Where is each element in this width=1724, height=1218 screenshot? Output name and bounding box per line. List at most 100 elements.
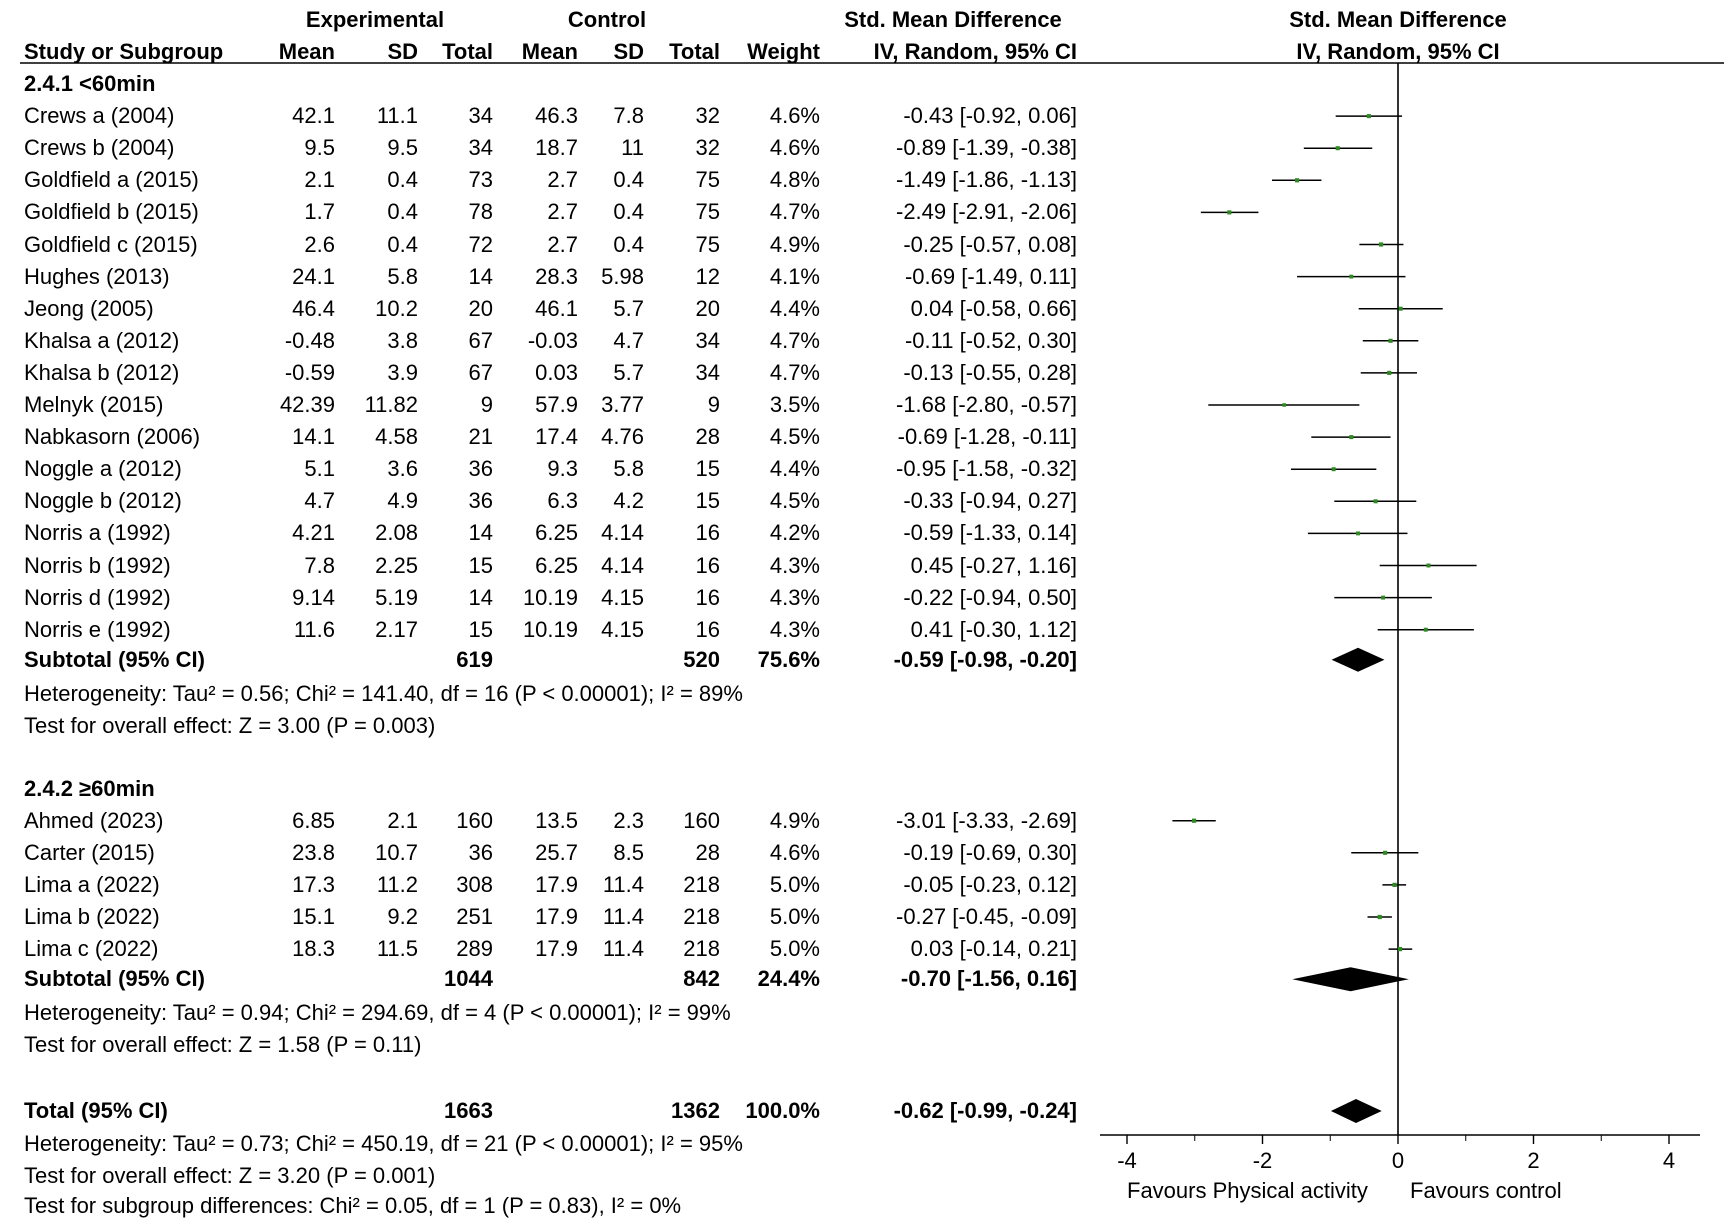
cell-sd_e: 11.2	[376, 871, 418, 897]
cell-total_c: 12	[695, 263, 720, 289]
cell-weight: 4.5%	[769, 424, 820, 450]
cell-ci: -0.25 [-0.57, 0.08]	[903, 231, 1077, 257]
cell-mean_e: 2.1	[304, 167, 335, 193]
cell-mean_c: 28.3	[535, 263, 578, 289]
pooled-diamond	[1330, 1099, 1382, 1123]
cell-ci: -0.11 [-0.52, 0.30]	[904, 327, 1077, 353]
header-study: Study or Subgroup	[24, 39, 224, 64]
cell-total_e: 36	[468, 839, 493, 865]
cell-ci: 0.41 [-0.30, 1.12]	[910, 616, 1077, 642]
study-point	[1373, 499, 1378, 504]
cell-total_e: 15	[468, 616, 493, 642]
cell-ci: -0.95 [-1.58, -0.32]	[896, 456, 1077, 482]
header-experimental: Experimental	[305, 7, 445, 32]
x-tick-label: 2	[1527, 1148, 1539, 1173]
cell-weight: 4.8%	[769, 167, 820, 193]
total-ci: -0.62 [-0.99, -0.24]	[893, 1098, 1077, 1123]
study-name: Goldfield b (2015)	[24, 199, 199, 225]
cell-ci: -1.49 [-1.86, -1.13]	[896, 167, 1077, 193]
cell-mean_c: 17.9	[535, 903, 578, 929]
cell-mean_c: 17.9	[535, 871, 578, 897]
cell-sd_c: 3.77	[601, 392, 644, 417]
study-point	[1191, 818, 1197, 823]
cell-total_e: 72	[468, 231, 493, 257]
cell-total_c: 16	[695, 520, 720, 546]
subgroup-difference-test: Test for subgroup differences: Chi² = 0.…	[24, 1193, 682, 1218]
cell-ci: -3.01 [-3.33, -2.69]	[896, 807, 1077, 833]
cell-sd_c: 5.98	[601, 263, 644, 289]
cell-total_e: 15	[468, 552, 493, 578]
study-name: Nabkasorn (2006)	[24, 424, 201, 450]
study-name: Lima b (2022)	[24, 903, 160, 929]
cell-sd_e: 9.2	[387, 903, 418, 929]
cell-sd_e: 3.6	[387, 456, 418, 482]
cell-weight: 4.7%	[769, 327, 820, 353]
study-point	[1377, 914, 1382, 920]
cell-mean_c: 2.7	[547, 199, 578, 225]
cell-weight: 4.9%	[769, 807, 820, 833]
cell-weight: 4.6%	[769, 839, 820, 865]
cell-ci: -0.19 [-0.69, 0.30]	[903, 839, 1077, 865]
cell-weight: 4.3%	[769, 552, 820, 578]
subtotal-label: Subtotal (95% CI)	[24, 646, 205, 672]
study-point	[1378, 242, 1384, 247]
cell-sd_e: 2.25	[375, 552, 418, 578]
total-heterogeneity: Heterogeneity: Tau² = 0.73; Chi² = 450.1…	[24, 1131, 743, 1156]
cell-sd_c: 2.3	[613, 807, 644, 833]
study-name: Norris d (1992)	[24, 584, 171, 610]
study-point	[1388, 338, 1393, 343]
cell-mean_c: 25.7	[535, 839, 578, 865]
cell-total_e: 78	[468, 199, 493, 225]
study-point	[1398, 306, 1403, 311]
heterogeneity-text: Heterogeneity: Tau² = 0.94; Chi² = 294.6…	[24, 1000, 731, 1026]
cell-weight: 5.0%	[769, 903, 820, 929]
cell-mean_e: 11.6	[293, 616, 335, 642]
favours-left-label: Favours Physical activity	[1127, 1178, 1368, 1203]
cell-sd_c: 11.4	[602, 871, 644, 897]
header-method-right: IV, Random, 95% CI	[1296, 39, 1500, 64]
study-name: Khalsa a (2012)	[24, 327, 180, 353]
cell-weight: 4.7%	[769, 359, 820, 385]
cell-weight: 4.9%	[769, 231, 820, 257]
cell-total_e: 308	[456, 871, 493, 897]
cell-total_c: 16	[695, 616, 720, 642]
study-name: Lima a (2022)	[24, 871, 160, 897]
cell-sd_c: 5.7	[613, 295, 644, 321]
cell-sd_e: 3.9	[387, 359, 418, 385]
study-point	[1387, 370, 1392, 375]
study-point	[1349, 435, 1354, 440]
cell-mean_c: -0.03	[527, 327, 578, 353]
header-sd-c: SD	[613, 39, 644, 64]
cell-total_c: 34	[695, 359, 720, 385]
cell-weight: 4.5%	[769, 488, 820, 514]
cell-ci: -0.13 [-0.55, 0.28]	[903, 359, 1077, 385]
favours-right-label: Favours control	[1410, 1178, 1562, 1203]
cell-total_e: 36	[468, 456, 493, 482]
x-tick-label: -2	[1253, 1148, 1273, 1173]
cell-mean_c: 2.7	[547, 231, 578, 257]
cell-weight: 4.6%	[769, 135, 820, 161]
cell-weight: 5.0%	[769, 936, 820, 962]
cell-total_c: 15	[695, 456, 720, 482]
cell-mean_c: 6.3	[547, 488, 578, 514]
header-mean-e: Mean	[278, 39, 335, 64]
cell-weight: 4.2%	[769, 520, 820, 546]
cell-mean_c: 6.25	[535, 552, 578, 578]
study-name: Noggle a (2012)	[24, 456, 182, 482]
study-name: Noggle b (2012)	[24, 488, 182, 514]
cell-sd_e: 0.4	[387, 231, 418, 257]
cell-mean_e: 6.85	[292, 807, 335, 833]
cell-mean_c: 2.7	[547, 167, 578, 193]
cell-total_c: 218	[683, 936, 720, 962]
cell-mean_e: 4.7	[304, 488, 335, 514]
cell-ci: -0.05 [-0.23, 0.12]	[903, 871, 1077, 897]
study-point	[1423, 627, 1428, 632]
cell-sd_c: 4.14	[601, 552, 644, 578]
cell-sd_c: 4.2	[613, 488, 644, 514]
pooled-diamond	[1331, 647, 1385, 672]
cell-mean_e: 46.4	[292, 295, 335, 321]
subtotal-label: Subtotal (95% CI)	[24, 966, 205, 992]
cell-total_c: 75	[695, 231, 720, 257]
cell-mean_e: 17.3	[292, 871, 335, 897]
